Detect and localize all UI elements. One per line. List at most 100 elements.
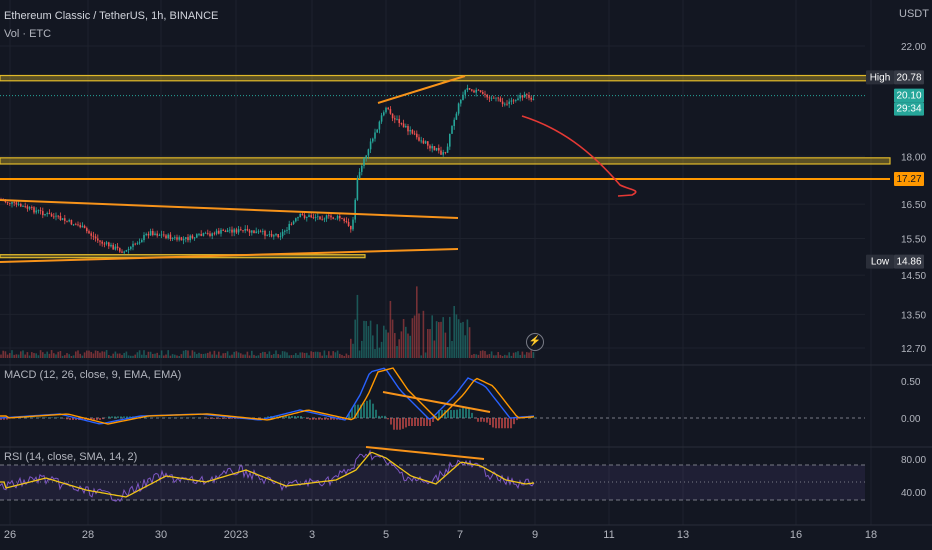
volume-bar: [171, 354, 174, 358]
volume-bar: [110, 355, 112, 358]
volume-bar: [490, 351, 493, 358]
volume-bar: [251, 350, 253, 358]
macd-histogram-bar: [426, 418, 428, 426]
volume-bar: [70, 355, 73, 358]
macd-histogram-bar: [144, 417, 146, 418]
volume-bar: [132, 355, 134, 358]
candle: [77, 224, 79, 226]
volume-bar: [189, 355, 191, 358]
volume-bar: [77, 350, 79, 358]
x-tick-label: 28: [82, 529, 94, 541]
volume-bar: [138, 350, 141, 358]
macd-histogram-bar: [282, 416, 284, 418]
volume-bar: [312, 352, 315, 358]
candle: [341, 218, 343, 220]
volume-bar: [385, 329, 387, 358]
candle: [416, 133, 418, 138]
candle: [90, 233, 92, 236]
candle: [222, 229, 224, 231]
volume-bar: [207, 352, 209, 358]
macd-histogram-bar: [42, 417, 44, 418]
volume-bar: [123, 352, 125, 358]
macd-histogram-bar: [210, 418, 212, 419]
macd-histogram-bar: [477, 418, 479, 422]
candle: [72, 224, 75, 226]
volume-bar: [180, 354, 183, 358]
lightning-icon[interactable]: ⚡: [526, 333, 544, 351]
macd-histogram-bar: [399, 418, 401, 430]
candle: [378, 121, 381, 130]
macd-histogram-bar: [483, 418, 485, 422]
volume-bar: [350, 338, 352, 358]
macd-histogram-bar: [24, 417, 26, 418]
price-candles: [0, 84, 535, 255]
candle: [471, 89, 473, 91]
volume-bar: [462, 321, 464, 358]
candle: [209, 233, 211, 236]
forecast-arrow: [521, 115, 637, 197]
volume-bar: [319, 352, 321, 358]
volume-bar: [242, 354, 244, 358]
volume-bar: [231, 354, 233, 358]
volume-bar: [103, 351, 106, 358]
candle: [101, 241, 103, 244]
candle: [501, 101, 504, 105]
candle: [112, 244, 114, 250]
macd-histogram-bar: [495, 418, 497, 429]
candle: [46, 213, 48, 215]
volume-bar: [431, 315, 433, 358]
drawings: [0, 75, 637, 263]
level-badge: 17.27: [896, 174, 921, 185]
macd-histogram-bar: [294, 416, 296, 418]
volume-bar: [240, 353, 242, 358]
candle: [154, 233, 156, 236]
volume-bar: [211, 354, 213, 358]
candle: [169, 234, 172, 240]
volume-bar: [2, 350, 4, 358]
candle: [306, 217, 308, 218]
volume-bar: [438, 322, 440, 358]
candle: [435, 147, 438, 151]
candle: [281, 231, 284, 237]
macd-histogram-bar: [513, 418, 515, 425]
candle: [350, 225, 352, 230]
candle: [286, 230, 288, 231]
macd-histogram-bar: [489, 418, 491, 426]
candle: [4, 200, 7, 203]
volume-bar: [336, 350, 339, 358]
candle: [99, 240, 101, 242]
volume-bar: [484, 351, 486, 358]
volume-bar: [39, 350, 42, 358]
candle: [279, 236, 282, 238]
volume-bar: [460, 322, 462, 358]
macd-histogram-bar: [435, 416, 437, 418]
candle: [246, 229, 249, 231]
x-tick-label: 11: [603, 529, 614, 541]
candle: [200, 233, 202, 236]
candle: [407, 126, 409, 132]
axes: 26 28 30 2023 3 5 7 9 11 13 16 18 22.00 18.00 16.50 15.…: [4, 42, 927, 541]
macd-histogram-bar: [300, 416, 302, 418]
candle: [24, 206, 26, 207]
volume-bar: [235, 351, 238, 358]
volume-bar: [268, 351, 271, 358]
volume-bar: [55, 354, 57, 358]
candle: [127, 248, 130, 251]
volume-bar: [0, 354, 2, 358]
candle: [312, 217, 315, 219]
candle: [105, 242, 108, 244]
volume-bar: [530, 350, 532, 358]
macd-histogram-bar: [456, 409, 458, 418]
candle: [17, 203, 20, 205]
candle: [385, 107, 387, 113]
volume-bar: [114, 351, 117, 358]
candle: [158, 235, 161, 236]
candle: [325, 215, 328, 219]
candle: [460, 99, 462, 104]
volume-bar: [488, 354, 491, 358]
macd-histogram-bar: [429, 418, 431, 426]
candle: [28, 207, 31, 209]
volume-bar: [90, 351, 92, 358]
candle: [334, 218, 337, 220]
